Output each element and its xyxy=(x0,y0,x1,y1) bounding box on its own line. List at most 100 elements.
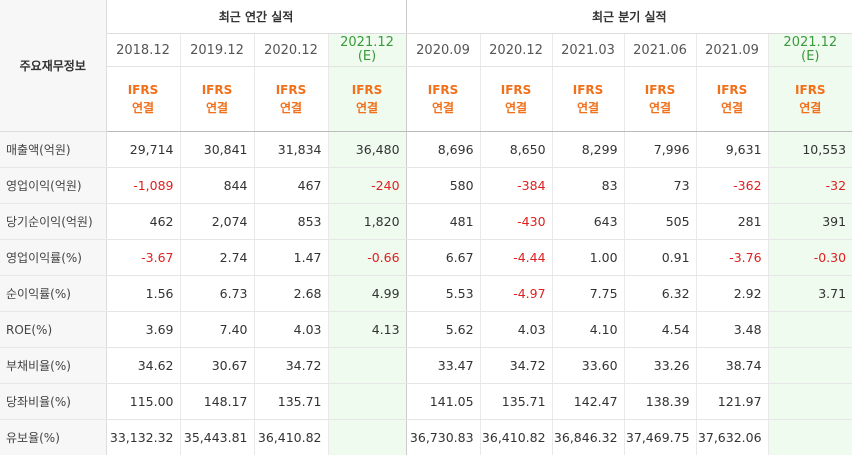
accounting-standard: IFRS 연결 xyxy=(254,67,328,132)
table-cell xyxy=(768,348,852,384)
row-label: 영업이익(억원) xyxy=(0,168,106,204)
table-cell: 148.17 xyxy=(180,384,254,420)
period-label: 2021.12 xyxy=(340,35,394,50)
table-cell xyxy=(768,420,852,455)
table-cell: 844 xyxy=(180,168,254,204)
period-label: 2018.12 xyxy=(116,43,170,58)
row-label: 매출액(억원) xyxy=(0,132,106,168)
table-cell: 35,443.81 xyxy=(180,420,254,455)
period-label: 2021.09 xyxy=(705,43,759,58)
table-cell: 4.13 xyxy=(328,312,406,348)
period-header: 2021.12(E) xyxy=(328,34,406,67)
table-cell: 34.62 xyxy=(106,348,180,384)
period-header: 2021.12(E) xyxy=(768,34,852,67)
table-cell: 0.91 xyxy=(624,240,696,276)
table-cell: 7.40 xyxy=(180,312,254,348)
row-label: 당기순이익(억원) xyxy=(0,204,106,240)
period-label: 2021.03 xyxy=(561,43,615,58)
period-header: 2018.12 xyxy=(106,34,180,67)
table-cell: 5.62 xyxy=(406,312,480,348)
table-cell: 4.03 xyxy=(480,312,552,348)
standard-line1: IFRS xyxy=(573,83,604,97)
row-label: ROE(%) xyxy=(0,312,106,348)
table-cell: 4.99 xyxy=(328,276,406,312)
estimate-marker: (E) xyxy=(358,49,376,64)
table-cell: 2,074 xyxy=(180,204,254,240)
table-cell xyxy=(768,384,852,420)
period-label: 2019.12 xyxy=(190,43,244,58)
annual-group-header: 최근 연간 실적 xyxy=(106,0,406,34)
table-cell: 580 xyxy=(406,168,480,204)
accounting-standard: IFRS 연결 xyxy=(552,67,624,132)
table-cell: 10,553 xyxy=(768,132,852,168)
table-cell: 135.71 xyxy=(480,384,552,420)
table-cell: 135.71 xyxy=(254,384,328,420)
standard-line1: IFRS xyxy=(428,83,459,97)
accounting-standard: IFRS 연결 xyxy=(406,67,480,132)
table-cell: 34.72 xyxy=(480,348,552,384)
period-label: 2020.12 xyxy=(264,43,318,58)
table-cell xyxy=(768,312,852,348)
table-cell xyxy=(328,420,406,455)
table-cell: -4.97 xyxy=(480,276,552,312)
standard-line1: IFRS xyxy=(352,83,383,97)
table-cell: 8,650 xyxy=(480,132,552,168)
table-cell: 31,834 xyxy=(254,132,328,168)
table-cell xyxy=(328,348,406,384)
table-cell: 462 xyxy=(106,204,180,240)
accounting-standard: IFRS 연결 xyxy=(768,67,852,132)
table-cell: 30,841 xyxy=(180,132,254,168)
table-cell: 853 xyxy=(254,204,328,240)
standard-line2: 연결 xyxy=(206,101,228,115)
table-cell: -1,089 xyxy=(106,168,180,204)
standard-line2: 연결 xyxy=(799,101,821,115)
table-cell: 3.69 xyxy=(106,312,180,348)
table-cell: 83 xyxy=(552,168,624,204)
table-title: 주요재무정보 xyxy=(0,0,106,132)
table-cell: -32 xyxy=(768,168,852,204)
standard-line2: 연결 xyxy=(577,101,599,115)
period-label: 2020.09 xyxy=(416,43,470,58)
standard-line2: 연결 xyxy=(280,101,302,115)
table-cell: 1,820 xyxy=(328,204,406,240)
period-header: 2020.09 xyxy=(406,34,480,67)
table-cell xyxy=(328,384,406,420)
table-cell: 1.56 xyxy=(106,276,180,312)
table-cell: 36,410.82 xyxy=(254,420,328,455)
table-cell: 115.00 xyxy=(106,384,180,420)
table-cell: 391 xyxy=(768,204,852,240)
table-cell: 5.53 xyxy=(406,276,480,312)
table-cell: 481 xyxy=(406,204,480,240)
table-cell: 2.74 xyxy=(180,240,254,276)
standard-line1: IFRS xyxy=(276,83,307,97)
row-label: 당좌비율(%) xyxy=(0,384,106,420)
standard-line1: IFRS xyxy=(795,83,826,97)
table-cell: 33.60 xyxy=(552,348,624,384)
table-cell: 141.05 xyxy=(406,384,480,420)
period-label: 2020.12 xyxy=(489,43,543,58)
row-label: 부채비율(%) xyxy=(0,348,106,384)
table-cell: 37,632.06 xyxy=(696,420,768,455)
standard-line1: IFRS xyxy=(645,83,676,97)
table-cell: 7,996 xyxy=(624,132,696,168)
table-cell: 4.54 xyxy=(624,312,696,348)
table-cell: 138.39 xyxy=(624,384,696,420)
group-header-row: 주요재무정보 최근 연간 실적 최근 분기 실적 xyxy=(0,0,852,34)
period-label: 2021.12 xyxy=(783,35,837,50)
standard-line2: 연결 xyxy=(432,101,454,115)
table-cell: 142.47 xyxy=(552,384,624,420)
table-cell: 36,730.83 xyxy=(406,420,480,455)
